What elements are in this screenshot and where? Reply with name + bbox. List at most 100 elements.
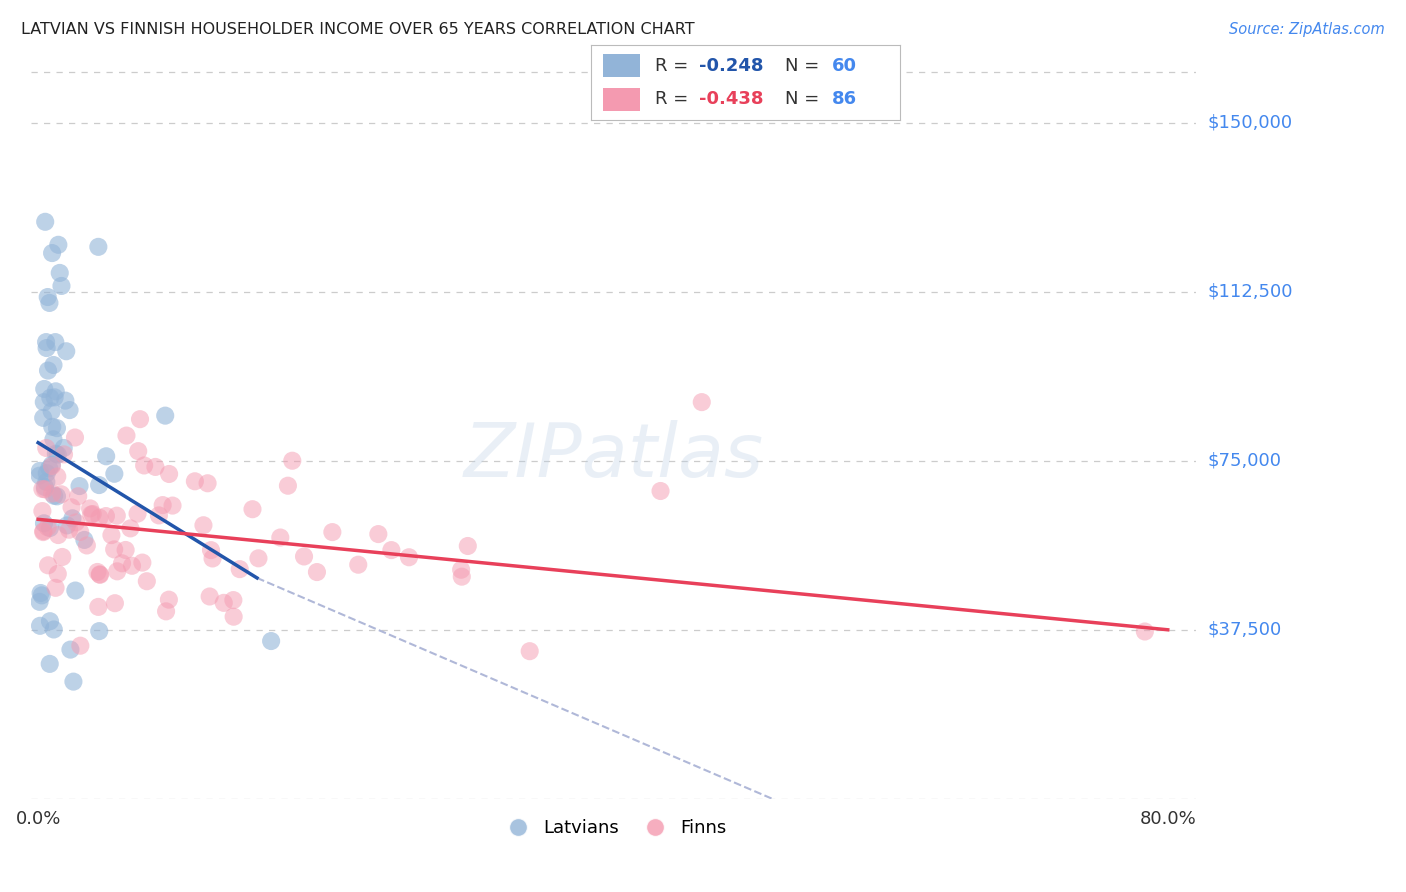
Text: 60: 60 — [832, 57, 856, 75]
Point — [73, 533, 96, 547]
Point — [41, 419, 63, 434]
Point — [193, 518, 215, 533]
Point — [450, 563, 472, 577]
Point — [31, 482, 53, 496]
FancyBboxPatch shape — [603, 54, 640, 78]
Point — [103, 467, 125, 481]
Point — [41, 458, 63, 473]
Point — [46, 448, 69, 462]
Text: $75,000: $75,000 — [1208, 451, 1281, 470]
Point — [30, 586, 52, 600]
Text: R =: R = — [655, 90, 695, 108]
Point — [62, 674, 84, 689]
Point — [46, 566, 69, 581]
Point — [38, 461, 60, 475]
Point — [135, 574, 157, 589]
Point — [41, 404, 63, 418]
Point — [222, 593, 245, 607]
Point — [269, 531, 291, 545]
Point — [35, 466, 58, 480]
Point — [65, 583, 87, 598]
Point — [65, 516, 87, 530]
Point — [260, 634, 283, 648]
Point — [41, 246, 63, 260]
Point — [277, 479, 299, 493]
Point — [131, 556, 153, 570]
Point — [32, 524, 55, 538]
Point — [321, 525, 343, 540]
Point — [46, 528, 69, 542]
Point — [58, 523, 80, 537]
Point — [198, 590, 221, 604]
Point — [37, 520, 59, 534]
Text: $37,500: $37,500 — [1208, 621, 1281, 639]
Point — [457, 539, 479, 553]
Point — [38, 521, 60, 535]
Point — [134, 458, 156, 473]
Point — [87, 478, 110, 492]
Point — [111, 556, 134, 570]
Point — [58, 403, 80, 417]
Point — [35, 341, 58, 355]
Point — [247, 551, 270, 566]
Point — [105, 565, 128, 579]
Point — [28, 464, 51, 478]
Point — [35, 475, 58, 489]
Point — [55, 344, 77, 359]
Point — [87, 240, 110, 254]
Point — [32, 516, 55, 531]
Point — [38, 296, 60, 310]
Point — [59, 642, 82, 657]
Point — [152, 498, 174, 512]
Point — [34, 215, 56, 229]
Point — [45, 447, 67, 461]
Point — [145, 459, 167, 474]
Point — [37, 290, 59, 304]
Point — [89, 624, 111, 639]
Point — [51, 279, 73, 293]
Point — [41, 458, 63, 472]
Point — [46, 489, 69, 503]
Point — [69, 479, 91, 493]
Point — [105, 508, 128, 523]
Point — [157, 592, 180, 607]
Point — [281, 454, 304, 468]
Point — [69, 639, 91, 653]
Point — [53, 393, 76, 408]
Point — [197, 476, 219, 491]
Point — [45, 581, 67, 595]
Text: N =: N = — [786, 90, 825, 108]
Point — [650, 483, 672, 498]
Point — [94, 509, 117, 524]
Point — [32, 382, 55, 396]
Point — [56, 518, 79, 533]
Text: -0.248: -0.248 — [699, 57, 763, 75]
Point — [200, 543, 222, 558]
Point — [32, 410, 55, 425]
Point — [347, 558, 370, 572]
Point — [127, 507, 149, 521]
Text: R =: R = — [655, 57, 695, 75]
Point — [51, 549, 73, 564]
Point — [38, 657, 60, 671]
Point — [114, 543, 136, 558]
Point — [228, 562, 250, 576]
Point — [69, 524, 91, 539]
Point — [519, 644, 541, 658]
Point — [45, 384, 67, 399]
Point — [242, 502, 264, 516]
Point — [42, 358, 65, 372]
Point — [115, 428, 138, 442]
Point — [380, 543, 402, 558]
Point — [46, 469, 69, 483]
Point — [41, 486, 63, 500]
Point — [51, 487, 73, 501]
Point — [76, 538, 98, 552]
Text: 86: 86 — [832, 90, 856, 108]
Point — [39, 614, 62, 628]
Point — [127, 444, 149, 458]
Point — [398, 550, 420, 565]
Point — [44, 390, 66, 404]
Point — [305, 565, 328, 579]
Text: -0.438: -0.438 — [699, 90, 763, 108]
